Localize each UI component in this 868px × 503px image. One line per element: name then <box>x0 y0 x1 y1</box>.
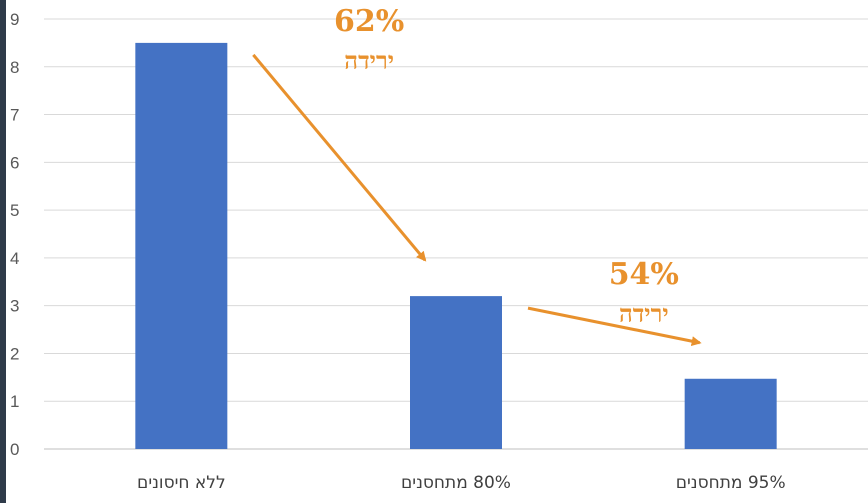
bar-2 <box>410 296 502 449</box>
y-tick-label: 4 <box>10 249 19 268</box>
annotation-percent: 62% <box>334 4 404 39</box>
y-tick-label: 5 <box>10 201 19 220</box>
bars <box>135 43 776 449</box>
category-labels: ללא חיסונים 80% מתחסנים 95% מתחסנים <box>137 473 786 493</box>
y-axis-ticks: 0 1 2 3 4 5 6 7 8 9 <box>10 10 19 459</box>
category-label: ללא חיסונים <box>137 473 226 493</box>
annotation-text: ירידה <box>619 299 669 328</box>
bar-1 <box>135 43 227 449</box>
y-tick-label: 1 <box>10 392 19 411</box>
y-tick-label: 3 <box>10 297 19 316</box>
category-label: 95% מתחסנים <box>676 473 786 493</box>
y-tick-label: 9 <box>10 10 19 29</box>
y-tick-label: 2 <box>10 344 19 363</box>
decline-arrow <box>528 308 700 343</box>
y-tick-label: 7 <box>10 106 19 125</box>
bar-3 <box>685 379 777 449</box>
annotation-text: ירידה <box>344 46 394 75</box>
y-tick-label: 0 <box>10 440 19 459</box>
decline-arrow <box>253 55 425 260</box>
annotations: 62% ירידה 54% ירידה <box>253 4 699 343</box>
y-tick-label: 8 <box>10 58 19 77</box>
y-tick-label: 6 <box>10 153 19 172</box>
annotation-percent: 54% <box>609 257 679 292</box>
category-label: 80% מתחסנים <box>401 473 511 493</box>
